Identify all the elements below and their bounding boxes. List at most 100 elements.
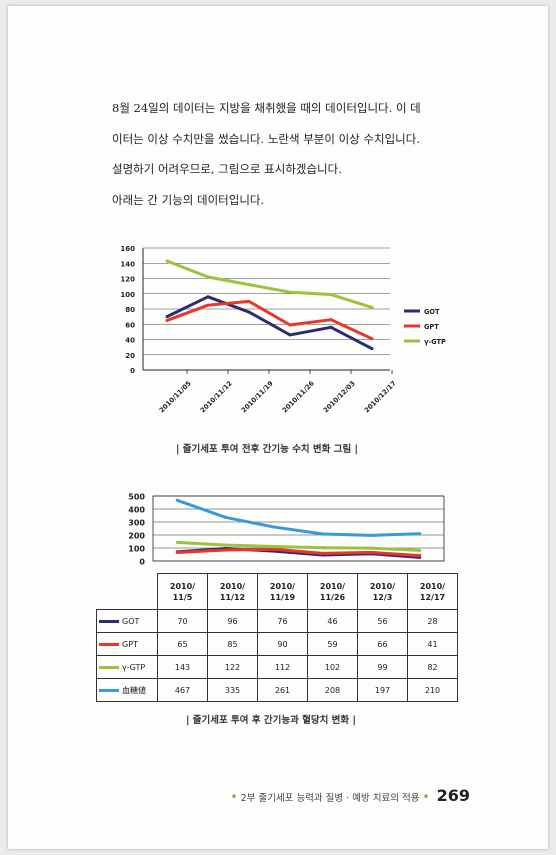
series-name: GOT xyxy=(122,616,140,626)
data-point xyxy=(247,310,251,314)
legend-swatch xyxy=(99,665,119,669)
table-cell: 46 xyxy=(307,609,358,633)
y-tick-label: 40 xyxy=(125,337,135,345)
chart2-caption: | 줄기세포 투여 후 간기능과 혈당치 변화 | xyxy=(186,715,356,726)
y-tick-label: 100 xyxy=(120,291,135,299)
data-point xyxy=(206,275,210,279)
data-point xyxy=(224,548,228,552)
table-column-header: 2010/11/12 xyxy=(207,573,258,610)
table-cell: 56 xyxy=(357,609,408,633)
table-column-header: 2010/12/17 xyxy=(407,573,458,610)
table-cell: 96 xyxy=(207,609,258,633)
data-point xyxy=(321,546,325,550)
data-point xyxy=(329,318,333,322)
table-column-header: 2010/11/19 xyxy=(257,573,308,610)
table-cell: 82 xyxy=(407,655,458,679)
data-point xyxy=(370,347,374,351)
bullet-dot-icon: • xyxy=(230,790,238,804)
series-name: 血糖値 xyxy=(122,685,146,695)
table-cell: 112 xyxy=(257,655,308,679)
table-cell: 90 xyxy=(257,632,308,656)
data-point xyxy=(369,546,373,550)
data-point xyxy=(288,333,292,337)
data-point xyxy=(272,544,276,548)
data-point xyxy=(224,515,228,519)
series-line xyxy=(177,540,420,552)
y-tick-label: 160 xyxy=(120,245,135,253)
table-row: γ-GTP 143 122 112 102 99 82 xyxy=(96,655,458,679)
y-tick-label: 300 xyxy=(128,519,145,528)
series-line xyxy=(166,299,373,341)
table-cell: 59 xyxy=(307,632,358,656)
table-cell: 66 xyxy=(357,632,408,656)
table-column-header: 2010/11/5 xyxy=(157,573,208,610)
data-point xyxy=(165,259,169,263)
table-row: GPT 65 85 90 59 66 41 xyxy=(96,632,458,656)
liver-glucose-line-chart: 0 100 200 300 400 500 xyxy=(128,493,445,567)
table-cell: 28 xyxy=(407,609,458,633)
y-tick-label: 60 xyxy=(125,321,135,329)
table-cell: 41 xyxy=(407,632,458,656)
data-point xyxy=(370,337,374,341)
data-point xyxy=(272,547,276,551)
series-line xyxy=(177,547,420,558)
table-row: GOT 70 96 76 46 56 28 xyxy=(96,609,458,633)
table-corner-cell xyxy=(96,573,158,610)
table-cell: 70 xyxy=(157,609,208,633)
series-label-cell: 血糖値 xyxy=(96,678,158,702)
y-tick-label: 0 xyxy=(130,367,135,375)
table-cell: 197 xyxy=(357,678,408,702)
data-table: 2010/11/5 2010/11/12 2010/11/19 2010/11/26 2… xyxy=(96,573,458,702)
data-point xyxy=(165,315,169,319)
table-header-row: 2010/11/5 2010/11/12 2010/11/19 2010/11/26 2… xyxy=(96,573,458,610)
paragraph-line-4: 아래는 간 기능의 데이터입니다. xyxy=(112,192,265,207)
data-point xyxy=(224,543,228,547)
series-line xyxy=(166,295,373,350)
series-name: γ-GTP xyxy=(122,662,146,672)
legend-swatch xyxy=(99,642,119,646)
table-cell: 467 xyxy=(157,678,208,702)
table-row: 血糖値 467 335 261 208 197 210 xyxy=(96,678,458,702)
y-tick-label: 200 xyxy=(128,532,145,541)
table-cell: 210 xyxy=(407,678,458,702)
series-line xyxy=(166,259,373,309)
y-tick-label: 100 xyxy=(128,545,145,554)
legend-swatch xyxy=(99,619,119,623)
table-cell: 85 xyxy=(207,632,258,656)
data-point xyxy=(247,299,251,303)
data-point xyxy=(418,548,422,552)
legend-label: GOT xyxy=(424,308,440,316)
data-point xyxy=(206,303,210,307)
table-cell: 122 xyxy=(207,655,258,679)
y-tick-label: 500 xyxy=(128,493,145,502)
table-cell: 208 xyxy=(307,678,358,702)
table-cell: 76 xyxy=(257,609,308,633)
data-point xyxy=(370,305,374,309)
y-tick-label: 80 xyxy=(125,306,135,314)
table-cell: 143 xyxy=(157,655,208,679)
data-point xyxy=(329,325,333,329)
data-point xyxy=(418,554,422,558)
section-title: 2부 줄기세포 능력과 질병 · 예방 치료의 적용 xyxy=(240,793,420,804)
data-point xyxy=(369,533,373,537)
table-column-header: 2010/11/26 xyxy=(307,573,358,610)
data-point xyxy=(369,550,373,554)
data-point xyxy=(206,295,210,299)
legend-label: GPT xyxy=(424,323,439,331)
table-cell: 261 xyxy=(257,678,308,702)
legend-label: γ-GTP xyxy=(424,338,446,346)
data-point xyxy=(329,293,333,297)
table-cell: 102 xyxy=(307,655,358,679)
data-point xyxy=(247,283,251,287)
chart1-caption: | 줄기세포 투여 전후 간기능 수치 변화 그림 | xyxy=(176,444,358,455)
paragraph-line-3: 설명하기 어려우므로, 그림으로 표시하겠습니다. xyxy=(112,162,342,176)
y-tick-label: 120 xyxy=(120,276,135,284)
data-point xyxy=(175,540,179,544)
paragraph-line-1: 8월 24일의 데이터는 지방을 채취했을 때의 데이터입니다. 이 데 xyxy=(112,101,421,115)
body-paragraph: 8월 24일의 데이터는 지방을 채취했을 때의 데이터입니다. 이 데 이터는… xyxy=(112,93,472,215)
book-page xyxy=(8,6,548,849)
y-tick-label: 0 xyxy=(139,558,145,567)
y-tick-label: 20 xyxy=(125,352,135,360)
series-name: GPT xyxy=(122,639,138,649)
